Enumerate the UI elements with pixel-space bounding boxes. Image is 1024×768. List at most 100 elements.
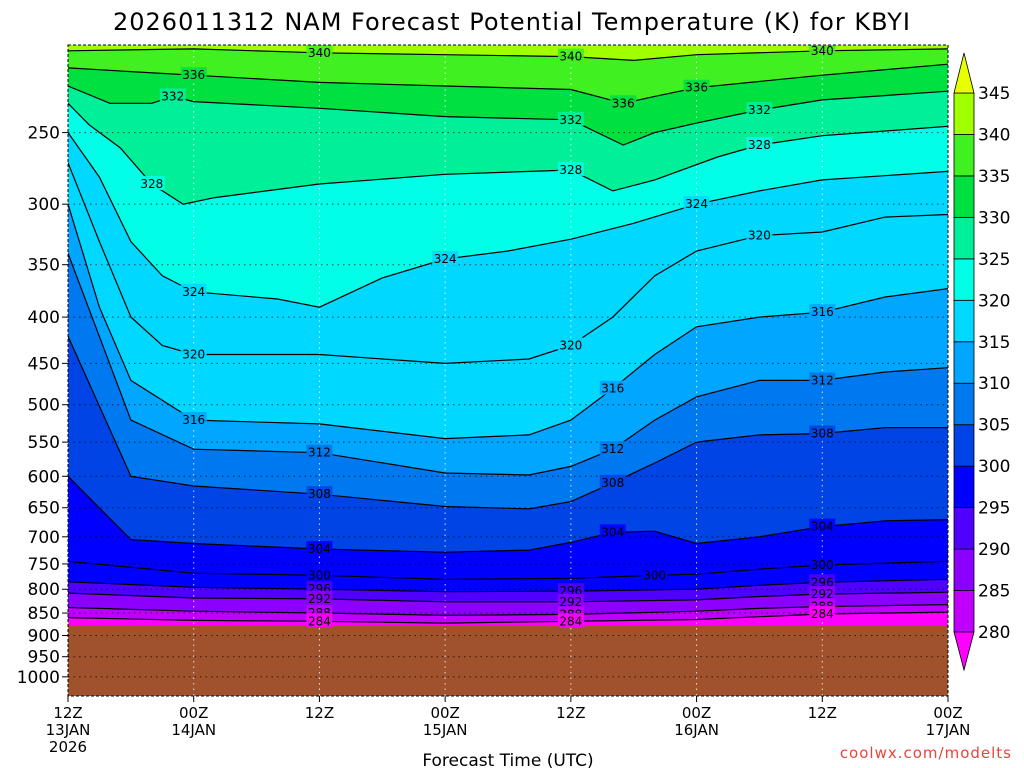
y-tick-label: 1000 [17, 668, 60, 688]
colorbar-cell [953, 134, 975, 177]
x-tick-label: 00Z [682, 704, 711, 722]
x-tick-label: 13JAN [46, 721, 91, 739]
x-tick-label: 00Z [933, 704, 962, 722]
colorbar-label: 335 [978, 167, 1010, 187]
contour-label-bg [809, 574, 836, 589]
contour-label: 340 [308, 46, 331, 60]
credit-text: coolwx.com/modelts [840, 744, 1012, 762]
colorbar-cell [953, 258, 975, 301]
colorbar-label: 295 [978, 499, 1010, 519]
colorbar-label: 345 [978, 84, 1010, 104]
x-tick-label: 12Z [305, 704, 334, 722]
contour-label: 328 [748, 138, 771, 152]
colorbar-cell [953, 424, 975, 467]
x-tick-label: 12Z [53, 704, 82, 722]
contour-label: 292 [811, 587, 834, 601]
contour-label-bg [809, 45, 836, 57]
contour-label-bg [557, 48, 584, 63]
contour-label: 284 [559, 614, 582, 628]
contour-label: 336 [685, 81, 708, 95]
colorbar-label: 290 [978, 540, 1010, 560]
x-tick-label: 16JAN [674, 721, 719, 739]
contour-label: 324 [434, 252, 457, 266]
y-tick-label: 900 [28, 626, 60, 646]
contour-label: 332 [748, 103, 771, 117]
contour-label-bg [180, 412, 207, 427]
y-tick-label: 250 [28, 124, 60, 144]
colorbar: 280 285 290 295 300 305 310 315 320 325 330 335 340 3… [953, 52, 1010, 672]
contour-label: 336 [182, 68, 205, 82]
x-tick-label: 00Z [179, 704, 208, 722]
colorbar-cell [953, 341, 975, 384]
contour-label: 340 [811, 44, 834, 58]
y-tick-label: 400 [28, 308, 60, 328]
colorbar-cell [953, 590, 975, 633]
contour-label: 304 [811, 520, 834, 534]
contour-label-bg [306, 444, 333, 459]
contour-label-bg [557, 613, 584, 628]
y-tick-label: 950 [28, 648, 60, 668]
colorbar-cell [953, 299, 975, 343]
colorbar-cell [953, 175, 975, 218]
contour-label: 336 [612, 96, 635, 110]
contour-label-bg [809, 605, 836, 620]
contour-label-bg [180, 67, 207, 82]
colorbar-label: 320 [978, 291, 1010, 311]
grid-layer [68, 45, 948, 696]
contour-label-bg [746, 136, 773, 151]
contour-label: 300 [811, 558, 834, 572]
terrain-layer [68, 625, 948, 696]
contour-label: 332 [161, 89, 184, 103]
colorbar-cell [953, 216, 975, 260]
contour-label-bg [180, 283, 207, 298]
contour-label: 320 [182, 348, 205, 362]
terrain-fill [68, 625, 948, 696]
colorbar-label: 315 [978, 333, 1010, 353]
contour-label-bg [809, 372, 836, 387]
contour-label: 316 [601, 382, 624, 396]
contour-label: 284 [811, 607, 834, 621]
contour-label: 320 [559, 339, 582, 353]
colorbar-cell [953, 507, 975, 550]
contour-324 [68, 132, 948, 308]
contour-layer: 340 340 340 336 336 336 332 332 332 328 328 328 324 3… [68, 44, 948, 628]
contour-label-bg [159, 88, 186, 103]
x-axis-label: Forecast Time (UTC) [422, 751, 593, 768]
chart-title: 2026011312 NAM Forecast Potential Temper… [113, 8, 911, 36]
contour-label-bg [683, 79, 710, 94]
contour-label-bg [599, 380, 626, 395]
contour-label-bg [180, 346, 207, 361]
contour-label-bg [809, 556, 836, 571]
contour-label: 316 [182, 413, 205, 427]
y-axis: 2503003504004505005506006507007508008509… [17, 124, 68, 688]
contour-label: 332 [559, 113, 582, 127]
contour-label-bg [557, 583, 584, 598]
contour-label-bg [809, 304, 836, 319]
contour-label-bg [683, 196, 710, 211]
contour-label: 316 [811, 305, 834, 319]
colorbar-bottom-arrow [953, 631, 975, 672]
contour-label: 328 [559, 163, 582, 177]
x-tick-label: 2026 [49, 738, 87, 756]
contour-label: 292 [308, 592, 331, 606]
contour-label-bg [557, 162, 584, 177]
contour-316 [68, 204, 948, 440]
contour-label: 284 [308, 614, 331, 628]
contour-320 [68, 162, 948, 365]
contour-label-bg [306, 540, 333, 555]
contour-label-bg [599, 441, 626, 456]
colorbar-cell [953, 382, 975, 426]
contour-label: 300 [643, 568, 666, 582]
colorbar-label: 330 [978, 208, 1010, 228]
contour-label-bg [557, 337, 584, 352]
y-tick-label: 300 [28, 195, 60, 215]
contour-label: 300 [308, 568, 331, 582]
colorbar-cell [953, 465, 975, 509]
colorbar-label: 305 [978, 416, 1010, 436]
contour-label-bg [599, 524, 626, 539]
x-tick-label: 17JAN [926, 721, 971, 739]
y-tick-label: 850 [28, 604, 60, 624]
y-tick-label: 500 [28, 396, 60, 416]
